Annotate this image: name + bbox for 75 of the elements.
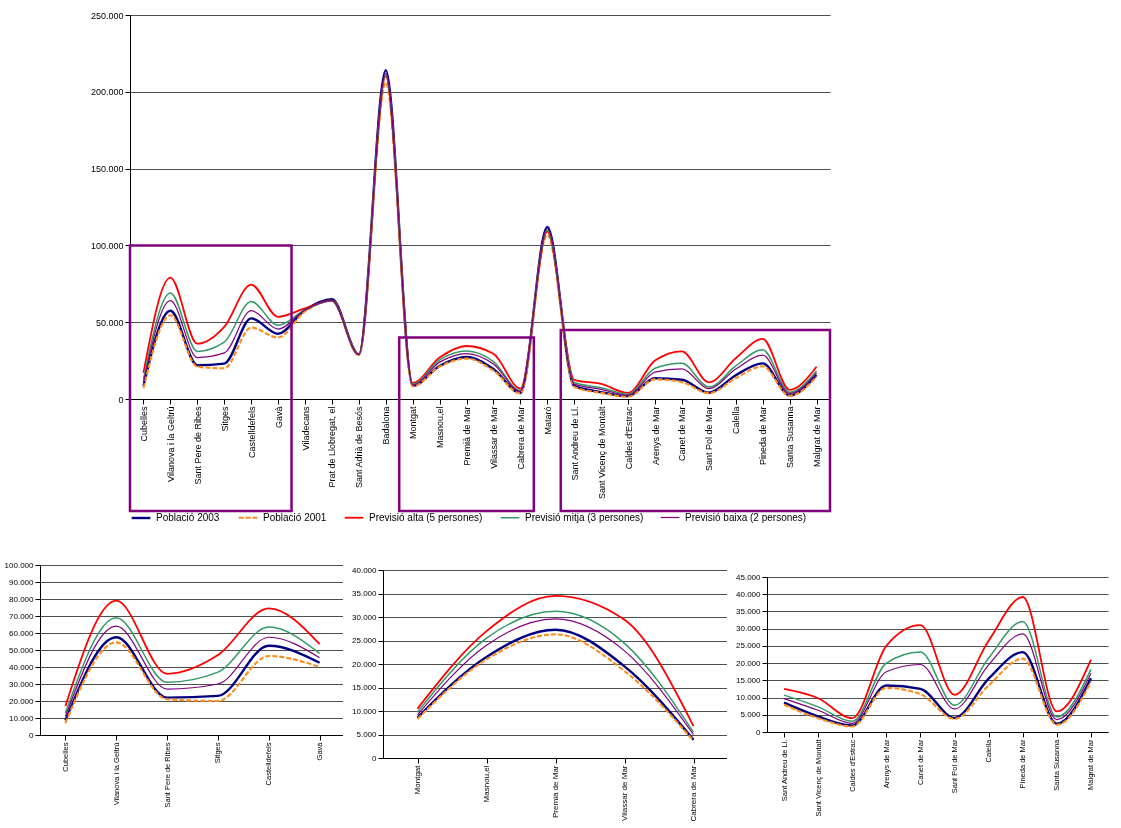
y-tick-label: 15.000	[352, 683, 378, 692]
y-tick-label: 90.000	[9, 577, 35, 587]
x-tick-label: Sant Vicenç de Montalt	[596, 406, 607, 499]
legend-label: Previsió alta (5 persones)	[369, 511, 483, 523]
x-tick-label: Santa Susanna	[785, 406, 796, 469]
x-tick-label: Sitges	[219, 406, 230, 432]
x-tick-label: Montgat	[408, 406, 419, 440]
y-tick-label: 45.000	[736, 572, 762, 582]
y-tick-label: 5.000	[740, 710, 762, 720]
x-tick-label: Montgat	[413, 764, 422, 795]
y-tick-label: 30.000	[9, 679, 35, 689]
y-tick-label: 100.000	[90, 240, 124, 251]
y-tick-label: 20.000	[352, 659, 378, 669]
y-tick-label: 0	[29, 730, 35, 740]
x-tick-label: Calella	[731, 406, 742, 435]
line-series	[783, 596, 1092, 720]
y-tick-label: 50.000	[95, 317, 124, 328]
x-tick-label: Cubelles	[138, 406, 149, 442]
x-tick-label: Caldes d'Estrac	[623, 406, 634, 470]
x-tick-label: Vilassar de Mar	[488, 406, 499, 469]
x-tick-label: Premià de Mar	[551, 765, 560, 818]
y-tick-label: 25.000	[736, 641, 762, 651]
x-tick-label: Sant Pere de Ribes	[192, 406, 203, 485]
x-tick-label: Masnou,el	[435, 406, 446, 449]
y-tick-label: 40.000	[352, 565, 378, 575]
x-tick-label: Cabrera de Mar	[515, 406, 526, 470]
x-tick-label: Masnou,el	[482, 765, 491, 803]
line-series	[64, 599, 321, 707]
y-tick-label: 10.000	[352, 706, 378, 716]
legend-label: Previsió mitja (3 persones)	[525, 511, 644, 523]
x-tick-label: Gavà	[273, 406, 284, 429]
y-tick-label: 40.000	[9, 662, 35, 672]
legend-label: Previsió baixa (2 persones)	[685, 511, 807, 523]
legend-label: Població 2001	[263, 511, 327, 523]
y-tick-label: 30.000	[736, 624, 762, 634]
x-tick-label: Prat de Llobregat, el	[327, 406, 338, 488]
y-tick-label: 80.000	[9, 594, 35, 604]
y-tick-label: 40.000	[736, 589, 762, 599]
y-tick-label: 250.000	[90, 10, 124, 21]
x-tick-label: Vilassar de Mar	[620, 765, 629, 821]
y-tick-label: 5.000	[356, 730, 378, 739]
x-tick-label: Viladecans	[300, 406, 311, 451]
x-tick-label: Castelldefels	[246, 406, 257, 459]
y-tick-label: 0	[756, 727, 762, 737]
y-tick-label: 20.000	[736, 658, 762, 668]
x-tick-label: Mataró	[542, 406, 553, 435]
y-tick-label: 100.000	[4, 560, 35, 570]
y-tick-label: 70.000	[9, 611, 35, 621]
y-tick-label: 0	[372, 753, 378, 763]
y-tick-label: 35.000	[736, 606, 762, 616]
x-tick-label: Vilanova i la Geltrú	[165, 406, 176, 482]
y-tick-label: 0	[118, 394, 124, 405]
y-tick-label: 200.000	[90, 87, 124, 98]
x-tick-label: Sant Pol de Mar	[704, 406, 715, 472]
y-tick-label: 20.000	[9, 696, 35, 706]
x-tick-label: Premià de Mar	[462, 406, 473, 466]
x-tick-label: Sant Adrià de Besós	[354, 406, 365, 489]
line-series	[416, 594, 695, 727]
x-tick-label: Badalona	[381, 406, 392, 445]
x-tick-label: Pineda de Mar	[758, 406, 769, 466]
x-tick-label: Arenys de Mar	[650, 406, 661, 466]
y-tick-label: 150.000	[90, 164, 124, 175]
y-tick-label: 35.000	[352, 589, 378, 598]
y-tick-label: 60.000	[9, 628, 35, 638]
x-tick-label: Cabrera de Mar	[689, 765, 698, 822]
y-tick-label: 10.000	[736, 693, 762, 703]
legend-label: Població 2003	[156, 512, 220, 523]
x-tick-label: Malgrat de Mar	[812, 406, 823, 468]
y-tick-label: 10.000	[9, 713, 35, 723]
y-tick-label: 25.000	[352, 636, 378, 645]
x-tick-label: Canet de Mar	[677, 406, 688, 462]
y-tick-label: 15.000	[736, 675, 762, 685]
x-tick-label: Sant Andreu de Ll.	[569, 406, 580, 481]
y-tick-label: 50.000	[9, 645, 35, 655]
y-tick-label: 30.000	[352, 612, 378, 622]
